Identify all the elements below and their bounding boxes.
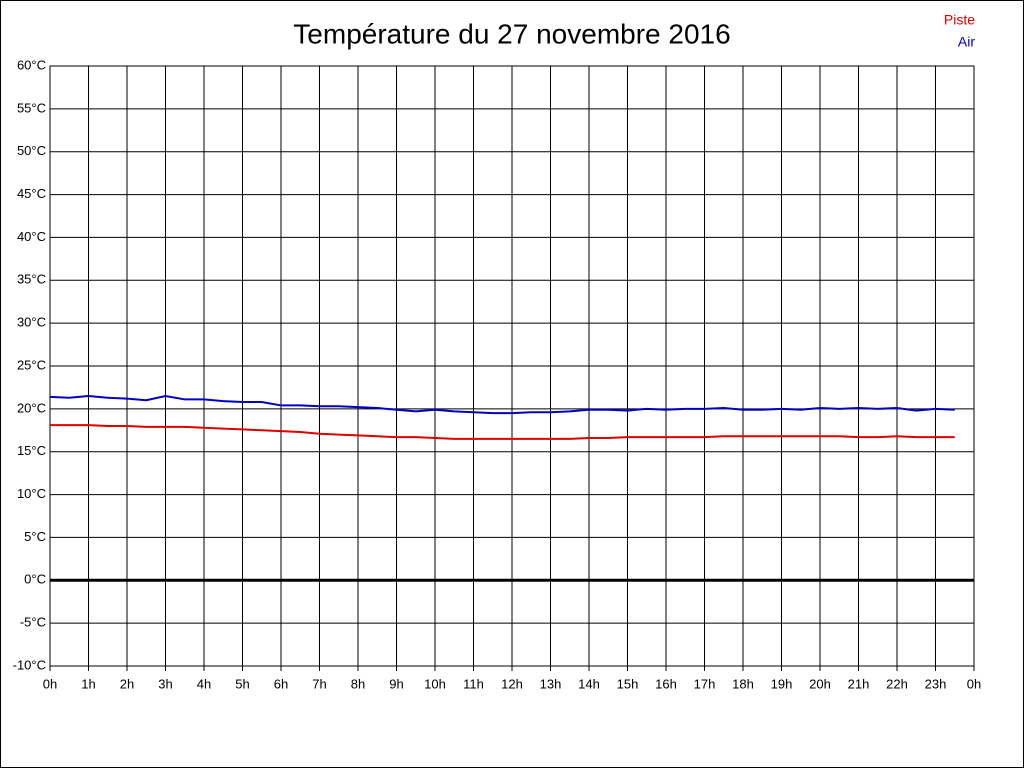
x-tick-label: 15h (617, 676, 639, 691)
x-tick-label: 21h (848, 676, 870, 691)
x-tick-label: 5h (235, 676, 249, 691)
y-tick-label: 20°C (17, 400, 46, 415)
y-tick-label: 60°C (17, 57, 46, 72)
x-tick-label: 23h (925, 676, 947, 691)
plot-border (49, 65, 975, 667)
y-tick-label: -10°C (13, 657, 46, 672)
y-tick-label: 35°C (17, 272, 46, 287)
x-tick-label: 17h (694, 676, 716, 691)
x-tick-label: 19h (771, 676, 793, 691)
y-tick-label: 25°C (17, 357, 46, 372)
y-tick-label: 50°C (17, 143, 46, 158)
x-tick-label: 8h (351, 676, 365, 691)
x-tick-label: 9h (389, 676, 403, 691)
x-tick-label: 20h (809, 676, 831, 691)
y-tick-label: 30°C (17, 315, 46, 330)
y-tick-label: 15°C (17, 443, 46, 458)
x-tick-label: 11h (463, 676, 484, 691)
y-tick-label: -5°C (20, 615, 46, 630)
series-line (49, 394, 955, 415)
x-tick-label: 16h (655, 676, 677, 691)
x-tick-label: 2h (120, 676, 134, 691)
x-tick-label: 6h (274, 676, 288, 691)
y-tick-label: 10°C (17, 486, 46, 501)
x-tick-label: 12h (501, 676, 523, 691)
legend-entry: Piste (944, 12, 975, 28)
y-tick-label: 40°C (17, 229, 46, 244)
x-tick-label: 0h (967, 676, 981, 691)
x-tick-label: 0h (43, 676, 57, 691)
x-tick-label: 7h (312, 676, 326, 691)
x-tick-label: 4h (197, 676, 211, 691)
x-tick-label: 1h (81, 676, 95, 691)
series-line (50, 424, 955, 440)
y-tick-label: 55°C (17, 100, 46, 115)
x-tick-label: 3h (158, 676, 172, 691)
y-tick-label: 0°C (24, 572, 46, 587)
x-tick-label: 10h (424, 676, 446, 691)
y-tick-label: 45°C (17, 186, 46, 201)
x-tick-label: 14h (578, 676, 600, 691)
y-tick-label: 5°C (24, 529, 46, 544)
x-tick-label: 13h (540, 676, 562, 691)
legend-entry: Air (958, 34, 975, 50)
x-tick-label: 18h (732, 676, 754, 691)
chart-title: Température du 27 novembre 2016 (293, 18, 730, 49)
x-tick-label: 22h (886, 676, 908, 691)
